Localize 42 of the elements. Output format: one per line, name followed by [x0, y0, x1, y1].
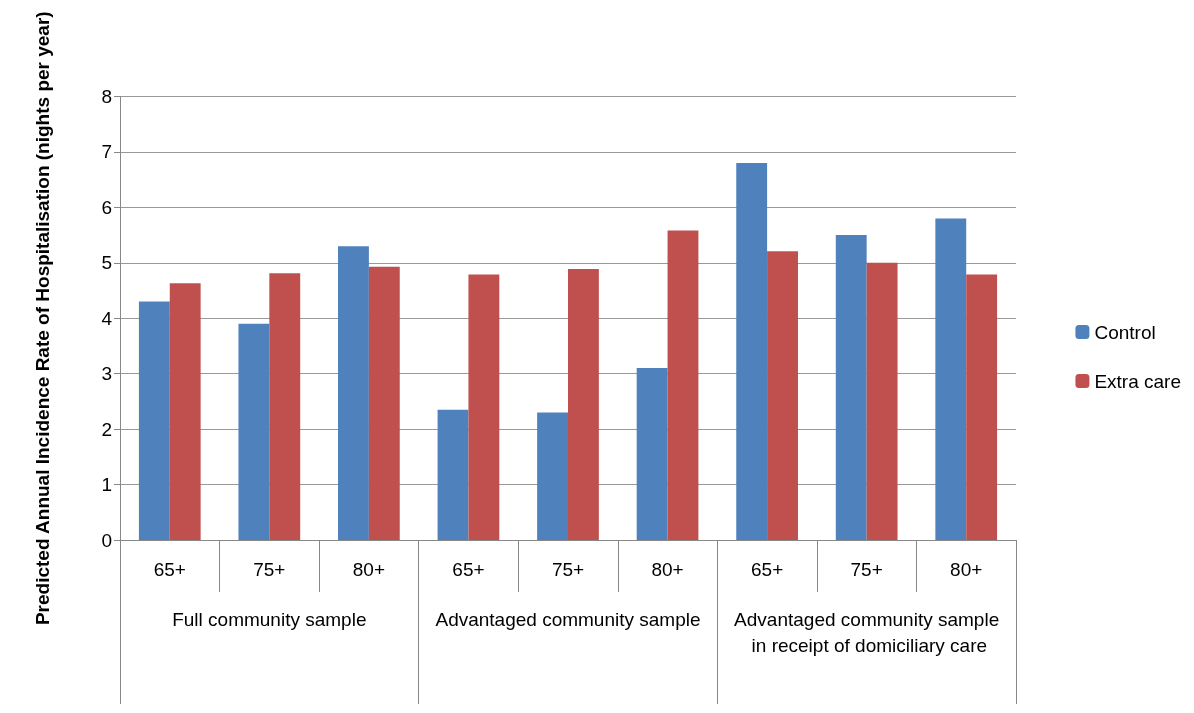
x-tick-label: 65+	[153, 559, 186, 580]
bar	[338, 246, 369, 540]
x-tick-label: 80+	[651, 559, 684, 580]
bar	[468, 274, 500, 540]
text: Full community sample	[172, 608, 367, 630]
bar	[866, 262, 898, 540]
bar	[537, 412, 568, 540]
y-axis-title: Predicted Annual Incidence Rate of Hospitalisation (nights per year)	[31, 11, 53, 626]
y-tick-label: 4	[101, 307, 113, 329]
x-tick-label: 75+	[850, 559, 883, 580]
bar	[169, 283, 201, 540]
y-tick-label: 5	[101, 252, 112, 274]
legend-label: Extra care	[1094, 370, 1182, 392]
x-tick-label: 65+	[750, 559, 784, 580]
bar	[736, 162, 768, 540]
bar	[269, 273, 301, 540]
y-tick-label: 6	[101, 196, 112, 218]
y-tick-label: 3	[101, 363, 112, 385]
bar	[238, 323, 270, 540]
y-tick-label: 0	[101, 529, 112, 551]
x-tick-label: 65+	[452, 559, 485, 580]
bar	[667, 230, 699, 540]
bar	[835, 235, 867, 540]
y-tick-label: 2	[101, 418, 112, 440]
text: Advantaged community sample	[435, 608, 701, 630]
bar	[966, 274, 998, 540]
x-tick-label: 75+	[253, 559, 286, 580]
bar	[437, 409, 469, 540]
y-tick-label: 8	[101, 85, 112, 107]
bar	[568, 268, 599, 540]
bar	[935, 218, 967, 540]
x-tick-label: 80+	[352, 559, 386, 580]
y-tick-label: 1	[101, 474, 112, 496]
bar	[767, 251, 798, 540]
x-tick-label: 75+	[551, 559, 585, 580]
y-tick-label: 7	[101, 141, 112, 163]
bar	[636, 368, 668, 540]
text: Advantaged community sample in receipt of domiciliary care	[734, 608, 1000, 656]
legend-label: Control	[1094, 321, 1156, 343]
bar	[138, 301, 170, 540]
bar	[368, 266, 400, 540]
x-tick-label: 80+	[950, 559, 983, 580]
